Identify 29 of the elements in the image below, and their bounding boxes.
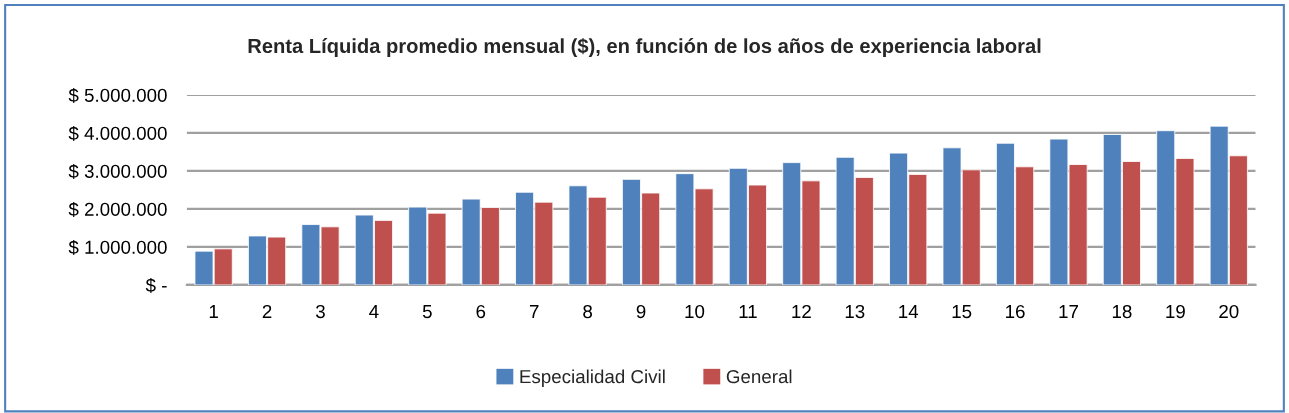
chart-title: Renta Líquida promedio mensual ($), en función de los años de experiencia laboral (248, 37, 1041, 58)
y-tick-label: $ 3.000.000 (68, 163, 167, 180)
x-tick-label: 19 (1166, 304, 1185, 319)
x-tick-label: 16 (1006, 304, 1025, 319)
x-tick-label: 12 (792, 304, 811, 318)
x-tick-label: 3 (315, 304, 325, 319)
y-tick-label: $ 4.000.000 (68, 125, 167, 142)
legend-label: Especialidad Civil (520, 369, 665, 387)
x-tick-label: 1 (209, 305, 218, 318)
y-tick-label: $ 1.000.000 (68, 239, 167, 256)
y-tick-label: $ 5.000.000 (68, 87, 167, 104)
x-tick-label: 6 (476, 304, 486, 319)
x-tick-label: 13 (845, 304, 865, 319)
x-tick-label: 7 (529, 305, 539, 318)
x-tick-label: 9 (636, 304, 646, 319)
x-tick-label: 17 (1059, 305, 1078, 318)
y-tick-label: $ - (145, 277, 167, 294)
x-tick-label: 10 (685, 304, 705, 319)
x-tick-label: 20 (1219, 304, 1239, 319)
y-tick-label: $ 2.000.000 (68, 201, 167, 218)
x-tick-label: 14 (899, 305, 919, 318)
x-tick-label: 4 (369, 305, 379, 318)
x-tick-label: 8 (583, 304, 593, 319)
x-tick-label: 11 (739, 305, 757, 318)
x-tick-label: 2 (262, 304, 272, 318)
x-tick-label: 18 (1112, 304, 1132, 319)
x-tick-label: 15 (952, 305, 972, 319)
x-tick-label: 5 (422, 305, 432, 319)
legend-label: General (726, 369, 792, 384)
